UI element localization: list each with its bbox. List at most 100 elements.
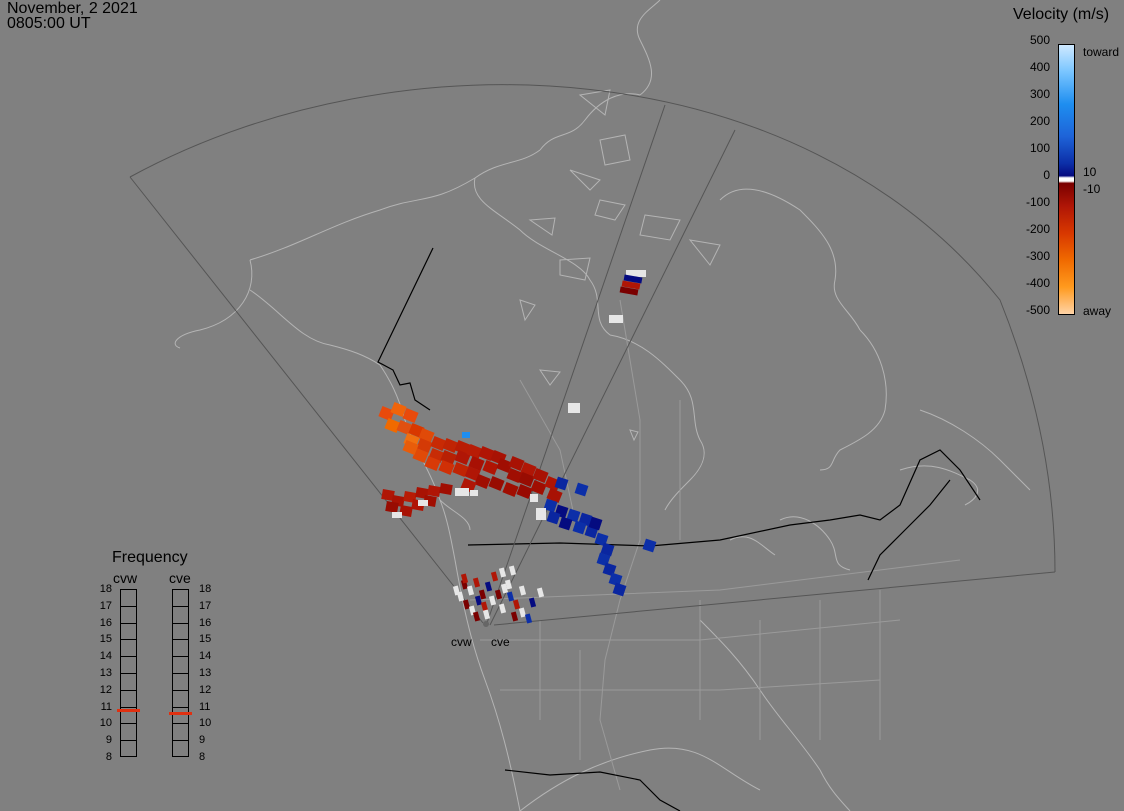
velocity-cell [518, 585, 527, 596]
velocity-cell [506, 591, 515, 602]
velocity-cell [378, 405, 395, 422]
frequency-cell [173, 691, 188, 708]
frequency-radar-cvw: cvw [113, 570, 138, 586]
velocity-cell [480, 601, 489, 612]
velocity-cell [508, 455, 525, 472]
radar-site-marker [483, 621, 489, 627]
velocity-cell [402, 439, 419, 456]
colorbar-tick: 200 [1029, 114, 1050, 128]
velocity-cell [468, 455, 485, 472]
velocity-cell [464, 465, 481, 482]
velocity-cell [478, 589, 487, 600]
colorbar-minus10-label: -10 [1083, 182, 1101, 196]
frequency-label: 17 [199, 599, 212, 612]
velocity-cell [390, 401, 407, 418]
velocity-cell [588, 516, 603, 531]
velocity-cell [516, 483, 533, 500]
frequency-marker-cvw [117, 708, 140, 712]
frequency-label: 12 [99, 683, 112, 696]
frequency-label: 12 [199, 683, 212, 696]
velocity-cell [494, 589, 503, 600]
frequency-scale-cvw [120, 589, 137, 757]
frequency-title: Frequency [112, 549, 188, 566]
velocity-cell [439, 483, 453, 495]
frequency-cell [121, 607, 136, 624]
frequency-label: 17 [99, 599, 112, 612]
frequency-label: 18 [199, 583, 212, 595]
frequency-cell [121, 640, 136, 658]
frequency-label: 8 [105, 751, 112, 763]
colorbar-tick: 500 [1029, 33, 1050, 47]
frequency-cell [121, 708, 136, 725]
velocity-cell [608, 572, 623, 587]
velocity-cell [427, 485, 441, 497]
frequency-label: 16 [99, 616, 112, 629]
velocity-cell [474, 595, 483, 606]
frequency-cell [173, 724, 188, 742]
timestamp-date: November, 2 2021 [7, 0, 138, 17]
frequency-label: 18 [99, 583, 112, 595]
velocity-cell [472, 577, 481, 588]
velocity-cell [574, 482, 589, 497]
velocity-cell [546, 510, 561, 525]
velocity-cell [619, 286, 639, 296]
velocity-cell [472, 611, 481, 622]
velocity-cell [488, 595, 497, 606]
frequency-label: 10 [99, 717, 112, 730]
coastlines [174, 0, 1031, 811]
velocity-cell [500, 583, 509, 594]
velocity-cell [621, 280, 641, 290]
frequency-cell [121, 657, 136, 674]
frequency-cell [173, 624, 188, 641]
colorbar-tick: 400 [1029, 60, 1050, 74]
velocity-cell [642, 538, 657, 553]
velocity-cell [572, 520, 587, 535]
site-label-cvw: cvw [451, 635, 472, 649]
velocity-cell [452, 461, 469, 478]
velocity-cell [412, 447, 429, 464]
frequency-label: 15 [99, 633, 112, 646]
velocity-cell [558, 516, 573, 531]
velocity-cell [609, 315, 623, 323]
frequency-label: 14 [99, 650, 112, 663]
frequency-radar-cve: cve [169, 570, 191, 586]
admin-borders [469, 299, 961, 791]
velocity-cell [482, 609, 491, 620]
frequency-label: 11 [199, 700, 211, 713]
frequency-label: 15 [199, 633, 212, 646]
velocity-cell [478, 445, 495, 462]
velocity-cell [452, 585, 461, 596]
frequency-cell [121, 590, 136, 607]
velocity-cell [498, 603, 507, 614]
velocity-cell [430, 435, 447, 452]
velocity-cell [470, 490, 478, 496]
velocity-cell [568, 403, 580, 413]
velocity-cell [384, 417, 401, 434]
velocity-cell [399, 505, 413, 517]
frequency-cell [121, 674, 136, 691]
velocity-cell [381, 489, 395, 501]
velocity-cell [402, 407, 419, 424]
colorbar-toward-label: toward [1083, 45, 1120, 59]
frequency-cell [121, 724, 136, 742]
velocity-cell [484, 581, 493, 592]
frequency-cell [173, 607, 188, 624]
velocity-cell [496, 457, 513, 474]
velocity-cell [566, 508, 581, 523]
colorbar-tick: -200 [1025, 222, 1050, 236]
frequency-cell [121, 624, 136, 641]
velocity-cell [600, 542, 615, 557]
colorbar-title: Velocity (m/s) [1013, 6, 1110, 23]
velocity-cell [396, 419, 413, 436]
frequency-label: 10 [199, 717, 212, 730]
frequency-label: 16 [199, 616, 212, 629]
colorbar-tick: -300 [1025, 249, 1050, 263]
frequency-label: 9 [199, 734, 206, 747]
velocity-cell [532, 467, 549, 484]
velocity-cell [424, 455, 441, 472]
frequency-label: 8 [199, 751, 206, 763]
velocity-cell [418, 500, 428, 506]
frequency-cell [173, 674, 188, 691]
velocity-cell [385, 501, 399, 513]
